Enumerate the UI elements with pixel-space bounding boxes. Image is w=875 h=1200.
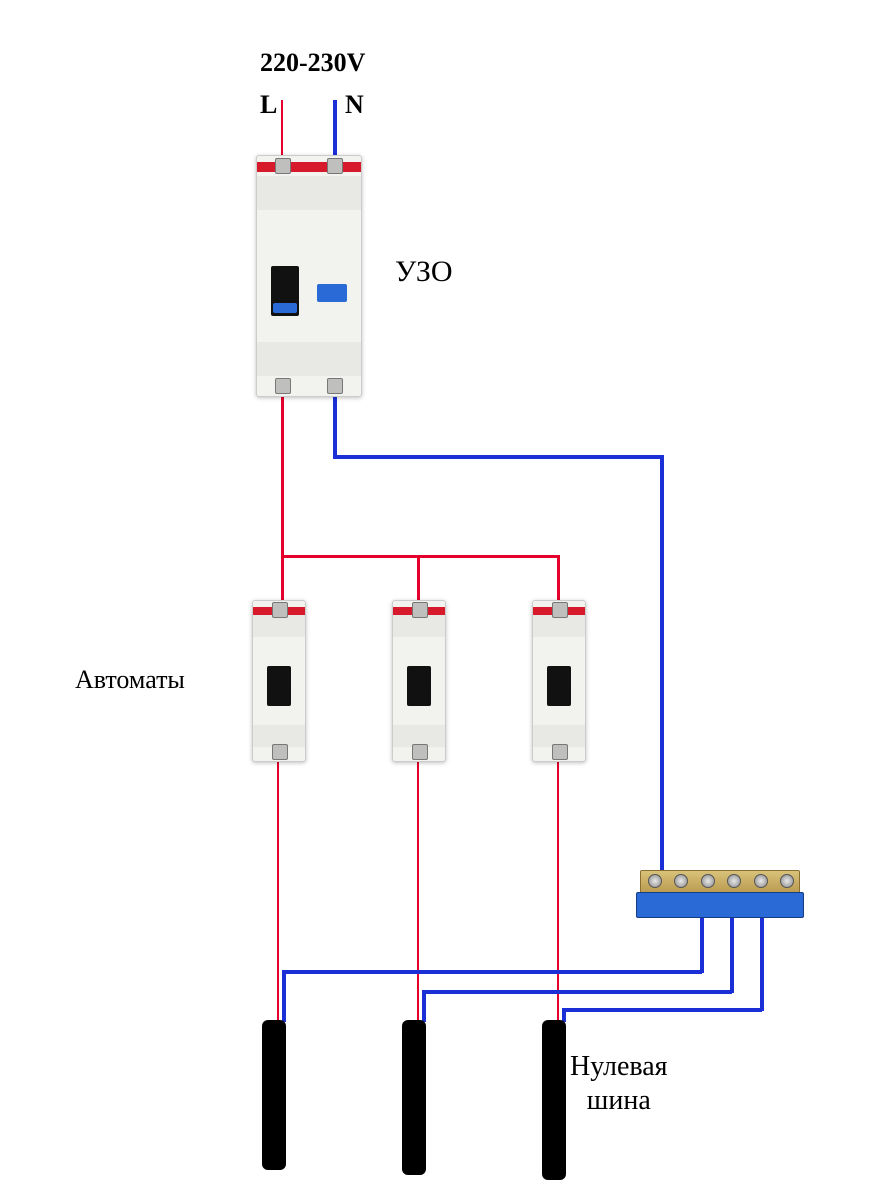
mcb-toggle-knob [409, 693, 429, 703]
mcb-device-3 [532, 600, 586, 762]
device-lower-din [257, 342, 361, 376]
rcd-test-button [317, 284, 347, 302]
bus-screw [754, 874, 768, 888]
mcb-toggle [407, 666, 431, 706]
uzo-label: УЗО [395, 255, 453, 289]
neutral-bus-bar [640, 870, 800, 918]
live-wire [277, 760, 279, 1020]
bus-screw [648, 874, 662, 888]
rcd-device [256, 155, 362, 397]
mcb-toggle-knob [549, 693, 569, 703]
mcb-toggle [267, 666, 291, 706]
output-cable-2 [402, 1020, 426, 1175]
neutral-wire [660, 455, 664, 875]
output-cable-1 [262, 1020, 286, 1170]
device-brand-stripe [257, 162, 361, 172]
live-wire [557, 555, 560, 600]
mcb-term-top [552, 602, 568, 618]
mcb-term-bot [412, 744, 428, 760]
mcb-toggle-knob [269, 693, 289, 703]
rcd-toggle [271, 266, 299, 316]
neutral-wire [562, 1008, 762, 1012]
mcb-term-top [412, 602, 428, 618]
neutral-wire [730, 915, 734, 993]
bus-screw [780, 874, 794, 888]
neutral-wire [282, 970, 286, 1022]
rcd-term-bot-n [327, 378, 343, 394]
live-wire [281, 395, 284, 600]
device-upper-din [533, 615, 585, 637]
neutral-wire [422, 990, 426, 1022]
live-wire [417, 760, 419, 1020]
neutral-wire [333, 100, 337, 155]
neutral-wire [333, 395, 337, 455]
mcb-device-2 [392, 600, 446, 762]
rcd-term-top-l [275, 158, 291, 174]
mcb-term-bot [272, 744, 288, 760]
neutral-wire [760, 915, 764, 1011]
neutral-wire [422, 990, 732, 994]
neutral-wire [282, 970, 702, 974]
device-upper-din [257, 176, 361, 210]
rcd-toggle-knob [273, 303, 297, 313]
busbar-label: Нулевая шина [570, 1050, 668, 1117]
neutral-label: N [345, 90, 364, 120]
bus-base [636, 892, 804, 918]
bus-screw [701, 874, 715, 888]
live-wire [417, 555, 420, 600]
mcb-term-bot [552, 744, 568, 760]
voltage-label: 220-230V [260, 48, 365, 78]
rcd-term-top-n [327, 158, 343, 174]
live-label: L [260, 90, 277, 120]
live-wire [281, 100, 283, 155]
diagram-stage: 220-230V L N УЗО Автоматы Нулевая шина [0, 0, 875, 1200]
rcd-term-bot-l [275, 378, 291, 394]
output-cable-3 [542, 1020, 566, 1180]
device-upper-din [253, 615, 305, 637]
mcb-device-1 [252, 600, 306, 762]
live-wire [281, 555, 559, 558]
device-upper-din [393, 615, 445, 637]
live-wire [557, 760, 559, 1020]
automats-label: Автоматы [75, 665, 185, 695]
neutral-wire [700, 915, 704, 973]
mcb-toggle [547, 666, 571, 706]
mcb-term-top [272, 602, 288, 618]
neutral-wire [333, 455, 663, 459]
